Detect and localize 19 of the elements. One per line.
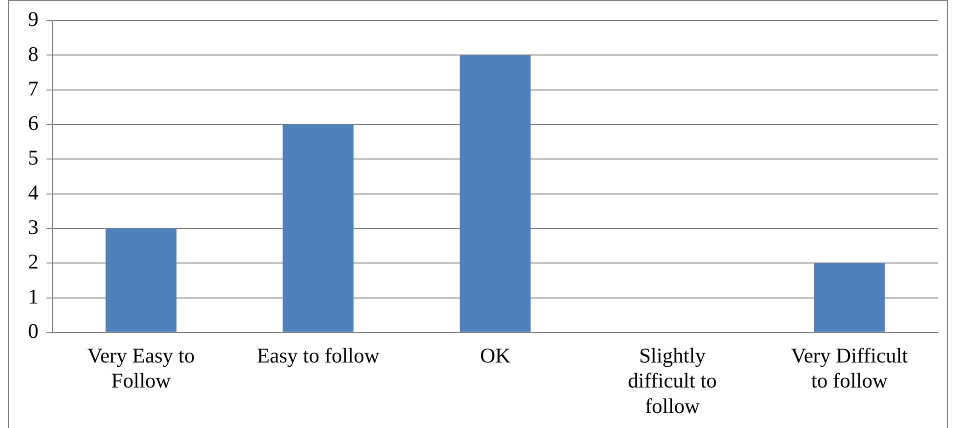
bar (106, 228, 176, 332)
y-tick-label: 2 (28, 250, 38, 274)
y-tick-label: 5 (28, 146, 38, 170)
y-tick-label: 3 (28, 214, 38, 239)
bar (460, 55, 531, 332)
y-tick-label: 0 (28, 318, 38, 343)
y-tick-label: 4 (28, 180, 39, 204)
x-tick-label: OK (480, 344, 510, 368)
x-tick-label: Slightly difficult to follow (628, 344, 717, 418)
bar (282, 124, 354, 332)
y-tick-label: 6 (28, 111, 38, 136)
y-tick-label: 9 (28, 7, 38, 32)
x-tick-label: Very Difficult to follow (791, 344, 908, 393)
y-tick-label: 8 (28, 42, 38, 66)
bar (814, 263, 885, 332)
y-tick-label: 7 (28, 76, 38, 100)
x-tick-label: Very Easy to Follow (87, 344, 195, 393)
y-tick-label: 1 (28, 284, 38, 308)
x-tick-label: Easy to follow (256, 344, 380, 368)
